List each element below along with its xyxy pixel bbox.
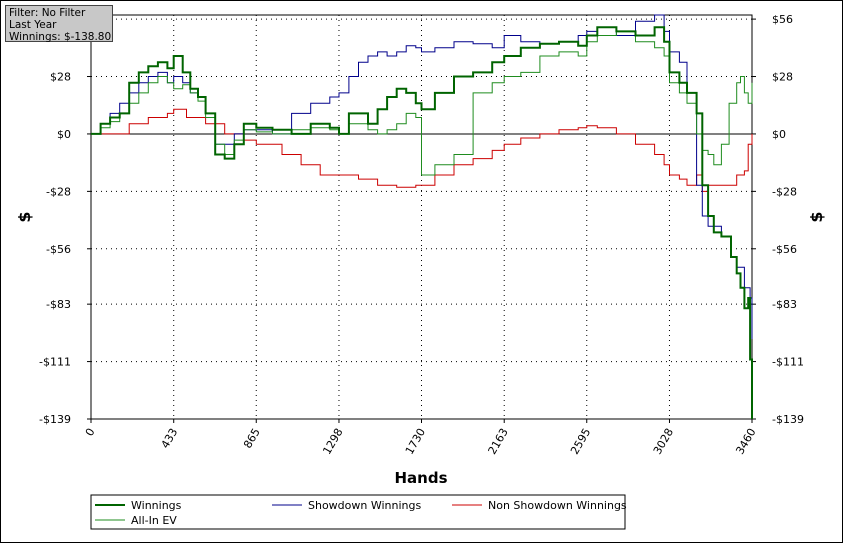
- y-tick-label-right: -$139: [772, 413, 804, 426]
- y-tick-label-left: -$111: [39, 356, 71, 369]
- x-tick-label: 1730: [403, 426, 428, 457]
- period-label: Last Year: [9, 19, 57, 31]
- x-tick-label: 865: [241, 426, 263, 451]
- y-tick-label-right: $28: [772, 71, 793, 84]
- y-tick-label-left: -$139: [39, 413, 71, 426]
- y-tick-label-left: $28: [50, 71, 71, 84]
- x-axis-label: Hands: [394, 469, 447, 487]
- winnings-summary: Winnings: $-138.80: [9, 31, 112, 43]
- series-layer: [91, 14, 753, 419]
- legend-label-showdown-winnings: Showdown Winnings: [308, 499, 422, 512]
- y-tick-label-right: -$56: [772, 243, 797, 256]
- legend-label-winnings: Winnings: [131, 499, 182, 512]
- series-line-non-showdown-winnings: [91, 108, 753, 192]
- y-axis-label-left: $: [15, 211, 34, 222]
- x-tick-label: 0: [83, 426, 98, 439]
- legend-box: [90, 494, 626, 530]
- legend-label-non-showdown-winnings: Non Showdown Winnings: [488, 499, 627, 512]
- series-line-showdown-winnings: [91, 14, 753, 339]
- y-tick-label-right: -$83: [772, 298, 797, 311]
- y-tick-label-left: $0: [57, 128, 71, 141]
- x-tick-label: 3460: [733, 426, 758, 457]
- y-axis-label-right: $: [807, 211, 826, 222]
- axis-layer: $56$56$28$28$0$0-$28-$28-$56-$56-$83-$83…: [39, 13, 804, 457]
- series-line-winnings: [91, 26, 753, 419]
- legend: Winnings Showdown Winnings Non Showdown Wi…: [90, 494, 627, 530]
- x-tick-label: 2595: [568, 426, 593, 457]
- x-tick-label: 2163: [486, 426, 511, 457]
- y-tick-label-right: -$28: [772, 185, 797, 198]
- filter-label: Filter: No Filter: [9, 7, 86, 19]
- series-line-all-in-ev: [91, 30, 753, 176]
- x-tick-label: 3028: [651, 426, 676, 457]
- x-tick-label: 433: [159, 426, 181, 451]
- y-tick-label-right: $0: [772, 128, 786, 141]
- y-tick-label-left: -$83: [46, 298, 71, 311]
- y-tick-label-left: -$56: [46, 243, 71, 256]
- y-tick-label-right: $56: [772, 13, 793, 26]
- x-tick-label: 1298: [320, 426, 345, 457]
- y-tick-label-right: -$111: [772, 356, 804, 369]
- info-box: Filter: No Filter Last Year Winnings: $-…: [5, 5, 113, 43]
- y-tick-label-left: -$28: [46, 185, 71, 198]
- legend-label-all-in-ev: All-In EV: [131, 514, 177, 527]
